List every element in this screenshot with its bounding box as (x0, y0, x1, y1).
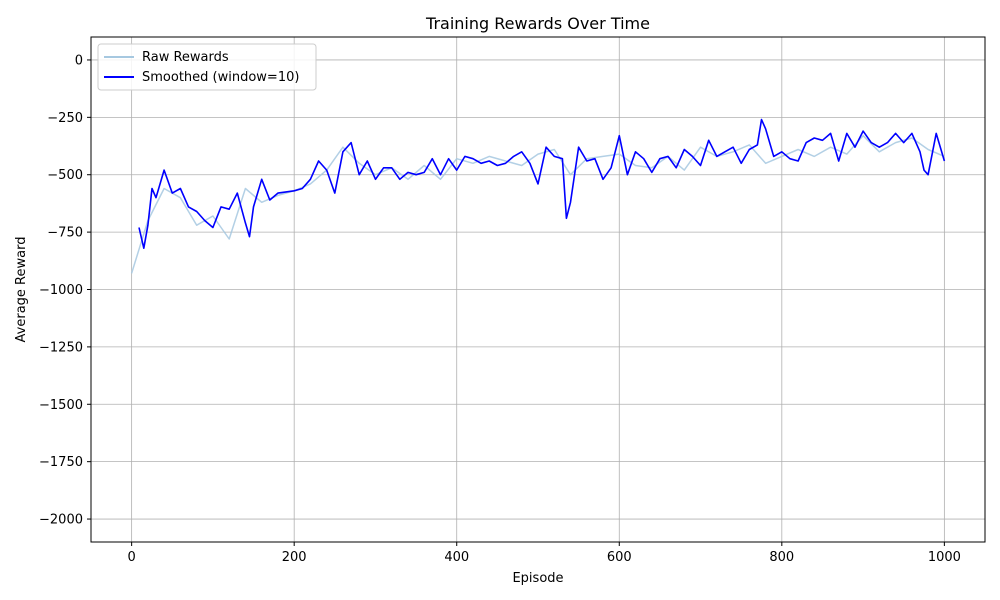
y-tick-label: −250 (47, 111, 83, 126)
x-tick-label: 800 (769, 550, 794, 565)
legend-label-smoothed: Smoothed (window=10) (142, 70, 299, 85)
x-tick-label: 200 (282, 550, 307, 565)
y-tick-label: −1500 (39, 398, 83, 413)
x-tick-label: 1000 (928, 550, 961, 565)
y-tick-label: −1000 (39, 283, 83, 298)
series-line-smoothed (138, 118, 946, 249)
chart-title: Training Rewards Over Time (425, 14, 650, 33)
series-line-raw-rewards (130, 134, 945, 274)
y-axis-label: Average Reward (14, 237, 29, 343)
y-tick-label: −750 (47, 226, 83, 241)
y-tick-label: −1250 (39, 340, 83, 355)
legend: Raw Rewards Smoothed (window=10) (97, 43, 317, 91)
x-tick-label: 0 (127, 550, 135, 565)
series-layer (130, 118, 946, 274)
y-tick-label: −2000 (39, 513, 83, 528)
grid-lines (91, 37, 985, 542)
y-tick-label: 0 (75, 53, 83, 68)
x-tick-label: 400 (444, 550, 469, 565)
legend-label-raw-rewards: Raw Rewards (142, 50, 229, 65)
x-tick-label: 600 (607, 550, 632, 565)
legend-box (97, 43, 317, 91)
y-tick-label: −1750 (39, 455, 83, 470)
x-axis-label: Episode (512, 571, 563, 586)
axis-ticks: 0 200 400 600 800 1000 0 −250 −500 −750 −1000 −1250… (39, 53, 961, 565)
y-tick-label: −500 (47, 168, 83, 183)
